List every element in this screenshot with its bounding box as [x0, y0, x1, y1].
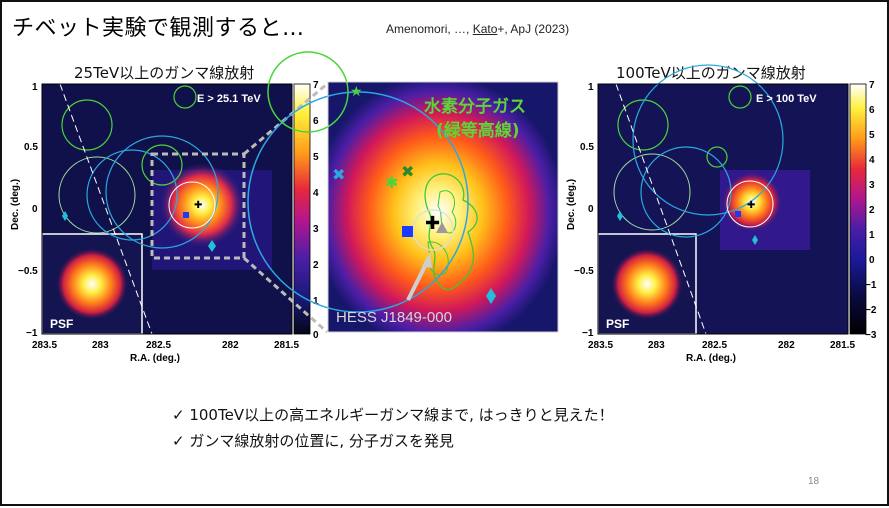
svg-text:282: 282 [778, 340, 795, 351]
svg-text:−3: −3 [865, 330, 877, 341]
bullet-item: ✓ ガンマ線放射の位置に, 分子ガスを発見 [172, 432, 454, 450]
svg-text:4: 4 [869, 155, 875, 166]
svg-text:3: 3 [313, 224, 319, 235]
svg-text:7: 7 [869, 80, 875, 91]
svg-text:2: 2 [869, 205, 875, 216]
bullet-item: ✓ 100TeV以上の高エネルギーガンマ線まで, はっきりと見えた！ [172, 406, 614, 424]
hess-label: HESS J1849-000 [336, 309, 452, 326]
right-psf-label: PSF [606, 317, 629, 331]
gas-label-line2: (緑等高線) [436, 120, 520, 141]
svg-text:2: 2 [313, 260, 319, 271]
slide-title: チベット実験で観測すると… [12, 16, 305, 41]
svg-text:283.5: 283.5 [32, 340, 57, 351]
right-colorbar [849, 83, 867, 335]
svg-text:✚: ✚ [425, 213, 440, 234]
svg-text:281.5: 281.5 [830, 340, 855, 351]
svg-text:283.5: 283.5 [588, 340, 613, 351]
right-x-ticks: 283.5 283 282.5 282 281.5 [588, 340, 855, 351]
citation: Amenomori, …, Kato+, ApJ (2023) [386, 22, 569, 36]
left-zoom-box [150, 152, 246, 260]
right-panel-heading: 100TeV以上のガンマ線放射 [616, 64, 806, 82]
svg-text:−2: −2 [865, 305, 877, 316]
center-zoom-map: ★ ✖ ✖ ✱ ✚ HESS J1849-000 水素分子ガス (緑等高線) [247, 51, 559, 333]
svg-text:7: 7 [313, 80, 319, 91]
left-energy-label: E > 25.1 TeV [197, 93, 261, 105]
left-panel-heading: 25TeV以上のガンマ線放射 [74, 64, 255, 82]
svg-text:3: 3 [869, 180, 875, 191]
left-psf-label: PSF [50, 317, 73, 331]
svg-text:283: 283 [648, 340, 665, 351]
svg-text:283: 283 [92, 340, 109, 351]
left-ylabel: Dec. (deg.) [10, 179, 21, 230]
svg-text:−1: −1 [865, 280, 877, 291]
citation-kato: Kato [472, 22, 498, 36]
svg-text:1: 1 [869, 230, 875, 241]
page-number: 18 [808, 476, 820, 487]
right-xlabel: R.A. (deg.) [686, 353, 736, 364]
bullet-list: ✓ 100TeV以上の高エネルギーガンマ線まで, はっきりと見えた！ ✓ ガンマ… [172, 402, 614, 454]
left-skymap: PSF ✚ E > 25.1 TeV 7 6 5 4 3 2 1 0 [10, 80, 319, 364]
svg-text:✖: ✖ [332, 165, 345, 184]
svg-text:−0.5: −0.5 [574, 266, 594, 277]
gas-label-line1: 水素分子ガス [424, 96, 526, 117]
svg-text:282.5: 282.5 [702, 340, 727, 351]
svg-text:−1: −1 [582, 328, 594, 339]
left-colorbar [293, 83, 311, 335]
svg-text:4: 4 [313, 188, 319, 199]
svg-text:✚: ✚ [194, 200, 202, 211]
left-colorbar-ticks: 7 6 5 4 3 2 1 0 [313, 80, 319, 341]
svg-text:1: 1 [313, 296, 319, 307]
svg-text:1: 1 [32, 82, 38, 93]
left-y-ticks: 1 0.5 0 −0.5 −1 [18, 82, 38, 339]
citation-prefix: Amenomori, …, [386, 22, 473, 36]
svg-text:−0.5: −0.5 [18, 266, 38, 277]
svg-text:281.5: 281.5 [274, 340, 299, 351]
svg-text:5: 5 [313, 152, 319, 163]
left-x-ticks: 283.5 283 282.5 282 281.5 [32, 340, 299, 351]
left-xlabel: R.A. (deg.) [130, 353, 180, 364]
svg-text:★: ★ [350, 84, 363, 100]
svg-text:0: 0 [313, 330, 319, 341]
svg-text:−1: −1 [26, 328, 38, 339]
svg-text:6: 6 [869, 105, 875, 116]
svg-text:0: 0 [32, 204, 38, 215]
svg-text:0.5: 0.5 [580, 142, 594, 153]
right-skymap: PSF ✚ E > 100 TeV 7 6 5 4 3 2 1 0 −1 −2 … [566, 64, 877, 364]
svg-text:6: 6 [313, 116, 319, 127]
right-colorbar-ticks: 7 6 5 4 3 2 1 0 −1 −2 −3 [865, 80, 877, 341]
hess-arrow [406, 263, 428, 301]
svg-text:282.5: 282.5 [146, 340, 171, 351]
svg-text:0: 0 [869, 255, 875, 266]
svg-text:✚: ✚ [747, 200, 755, 211]
svg-text:5: 5 [869, 130, 875, 141]
svg-text:0: 0 [588, 204, 594, 215]
svg-text:0.5: 0.5 [24, 142, 38, 153]
svg-text:282: 282 [222, 340, 239, 351]
right-ylabel: Dec. (deg.) [566, 179, 577, 230]
citation-suffix: +, ApJ (2023) [497, 22, 570, 36]
right-y-ticks: 1 0.5 0 −0.5 −1 [574, 82, 594, 339]
svg-text:✱: ✱ [385, 173, 398, 192]
left-emission-blob [160, 163, 244, 247]
svg-text:✖: ✖ [401, 162, 414, 181]
svg-text:1: 1 [588, 82, 594, 93]
right-energy-label: E > 100 TeV [756, 93, 817, 105]
